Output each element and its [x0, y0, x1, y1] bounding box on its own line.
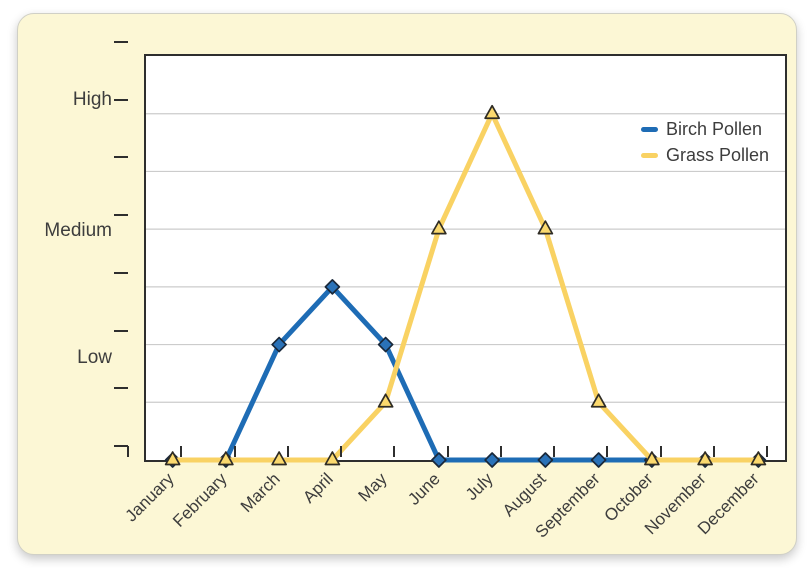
grass-pollen-point-september [590, 393, 607, 408]
y-axis-tick [114, 41, 128, 43]
chart-canvas [146, 104, 785, 468]
y-axis-label-low: Low [77, 347, 112, 369]
y-axis-tick [114, 387, 128, 390]
birch-pollen-swatch-icon [641, 126, 658, 132]
x-axis-tick [659, 446, 662, 457]
birch-pollen-point-august [537, 452, 554, 468]
y-axis-tick [114, 271, 128, 274]
grass-pollen-point-march [271, 451, 287, 466]
legend: Birch Pollen Grass Pollen [641, 116, 769, 168]
legend-item-birch-pollen: Birch Pollen [641, 116, 769, 142]
grass-pollen-point-october [644, 451, 660, 466]
y-axis-tick [114, 214, 128, 217]
x-axis-tick [553, 446, 555, 457]
birch-pollen-point-june [431, 452, 447, 468]
plot-area [144, 54, 787, 468]
birch-pollen-point-july [484, 452, 500, 468]
legend-label-birch-pollen: Birch Pollen [666, 118, 763, 139]
x-axis-tick [286, 446, 289, 457]
x-axis-tick [180, 446, 183, 457]
y-axis-label-medium: Medium [44, 220, 112, 242]
x-axis-tick [446, 446, 449, 457]
y-axis-tick [114, 445, 128, 447]
grass-pollen-point-may [377, 393, 394, 408]
y-axis-tick [114, 329, 128, 332]
grass-pollen-point-april [324, 451, 341, 466]
x-axis-tick [606, 446, 609, 457]
birch-pollen-point-march [271, 336, 287, 353]
y-axis-tick [114, 98, 128, 101]
grass-pollen-point-december [750, 451, 767, 466]
x-axis-tick [393, 446, 396, 457]
birch-pollen-point-april [324, 279, 341, 295]
grass-pollen-point-january [164, 451, 181, 466]
x-axis-tick [712, 446, 715, 457]
birch-pollen-point-may [377, 336, 394, 353]
legend-item-grass-pollen: Grass Pollen [641, 142, 769, 168]
y-axis-label-high: High [72, 88, 112, 110]
grass-pollen-point-july [484, 104, 500, 120]
x-axis-tick [499, 446, 502, 457]
x-axis-tick [127, 446, 129, 457]
legend-label-grass-pollen: Grass Pollen [666, 144, 770, 165]
grass-pollen-line [170, 111, 761, 463]
chart-card: Birch Pollen Grass Pollen [17, 13, 797, 555]
birch-pollen-line [170, 284, 761, 463]
x-axis-tick [233, 446, 236, 457]
grass-pollen-point-june [431, 220, 447, 235]
grass-pollen-point-february [218, 451, 234, 466]
birch-pollen-point-september [590, 452, 607, 468]
grass-pollen-swatch-icon [641, 152, 658, 158]
x-axis-tick [340, 446, 342, 457]
grass-pollen-point-august [537, 220, 554, 235]
grass-pollen-point-november [697, 451, 713, 466]
x-axis-tick [766, 446, 768, 457]
y-axis-tick [114, 156, 128, 159]
